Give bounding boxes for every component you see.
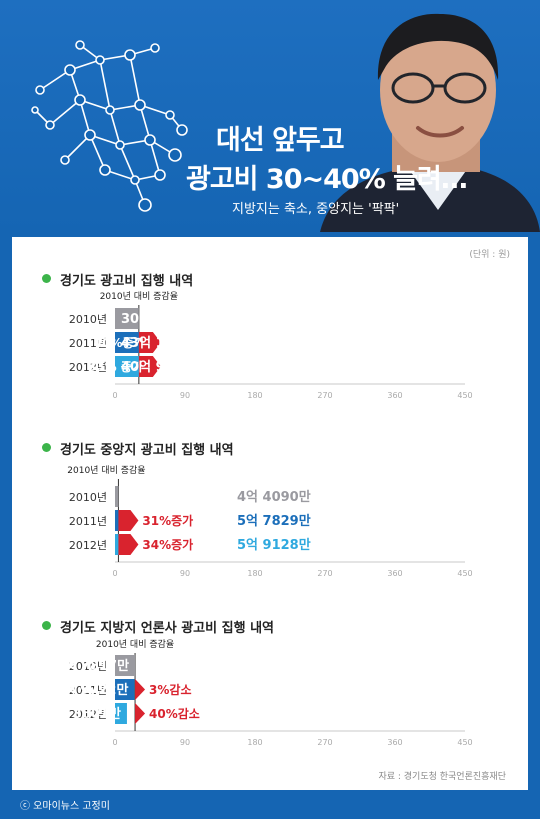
chart2-bar: [115, 510, 120, 531]
charts-panel: (단위 : 원) 경기도 광고비 집행 내역 경기도 중앙지 광고비 집행 내역…: [12, 237, 528, 790]
chart1-category-label: 2010년: [69, 313, 107, 326]
chart1-value-label: 43억 1178만: [121, 335, 204, 351]
chart1-tick-label: 180: [247, 391, 262, 400]
chart2-change-arrow: [118, 510, 139, 531]
chart1-tick-label: 0: [112, 391, 117, 400]
chart3-category-label: 2011년: [69, 684, 107, 697]
chart1-change-label: 33% 증가: [88, 359, 143, 374]
chart3-tick-label: 450: [457, 738, 472, 747]
bullet-dot-icon: [42, 274, 51, 283]
chart2-tick-label: 90: [180, 569, 190, 578]
chart3-tick-label: 270: [317, 738, 332, 747]
chart3-change-arrow: [135, 679, 146, 700]
chart3-category-label: 2012년: [69, 708, 107, 721]
chart1-category-label: 2011년: [69, 337, 107, 350]
chart3-change-label: 3%감소: [149, 682, 191, 697]
chart3-change-header: 2010년 대비 증감율: [96, 638, 174, 650]
chart2-category-label: 2010년: [69, 491, 107, 504]
chart1-bar: [115, 308, 139, 329]
chart1-change-arrow: [138, 332, 161, 353]
chart2-value-label: 5억 7829만: [237, 513, 311, 529]
chart2-category-label: 2012년: [69, 539, 107, 552]
chart3-tick-label: 180: [247, 738, 262, 747]
chart3-bar: [115, 679, 135, 700]
chart3-tick-label: 0: [112, 738, 117, 747]
chart3-value-label: 25억 7817만: [46, 658, 129, 674]
chart3-tick-label: 360: [387, 738, 402, 747]
chart1-change-arrow: [138, 356, 161, 377]
chart1-tick-label: 450: [457, 391, 472, 400]
chart2-change-arrow: [118, 534, 139, 555]
source-credit: 자료 : 경기도청 한국언론진흥재단: [378, 772, 506, 782]
header-banner: 대선 앞두고 광고비 30~40% 늘려… 지방지는 축소, 중앙지는 '팍팍': [0, 0, 540, 232]
headline-line1: 대선 앞두고: [216, 125, 345, 156]
headline-line2: 광고비 30~40% 늘려…: [186, 164, 468, 195]
bar-charts: 0 90 180 270 360 450 2010년 대비 증감율 2010년 30억 6676…: [38, 290, 472, 747]
chart2-value-label: 4억 4090만: [237, 489, 311, 505]
chart3-value-label: 15억 3601만: [38, 706, 121, 722]
chart2-change-header: 2010년 대비 증감율: [67, 464, 145, 476]
chart2-tick-label: 0: [112, 569, 117, 578]
chart1-title: 경기도 광고비 집행 내역: [42, 270, 193, 289]
chart1-change-label: 40%증가: [94, 335, 145, 350]
chart2-change-label: 34%증가: [142, 537, 193, 552]
chart2-tick-label: 270: [317, 569, 332, 578]
chart1-category-label: 2012년: [69, 361, 107, 374]
chart2-bar: [115, 486, 119, 507]
chart3-bar: [115, 655, 136, 676]
chart3-category-label: 2010년: [69, 660, 107, 673]
person-photo: [320, 13, 540, 232]
chart3-change-arrow: [135, 703, 146, 724]
chart3-bar: [115, 703, 127, 724]
chart1-tick-label: 360: [387, 391, 402, 400]
chart1-value-label: 30억 6676만: [121, 311, 204, 327]
chart2-category-label: 2011년: [69, 515, 107, 528]
unit-label: (단위 : 원): [469, 250, 510, 260]
chart2-change-label: 31%증가: [142, 513, 193, 528]
chart1-tick-label: 270: [317, 391, 332, 400]
chart2-tick-label: 360: [387, 569, 402, 578]
bullet-dot-icon: [42, 621, 51, 630]
chart2-tick-label: 180: [247, 569, 262, 578]
chart3-value-label: 24억 9722만: [46, 682, 129, 698]
chart2-title: 경기도 중앙지 광고비 집행 내역: [42, 439, 234, 458]
chart3-tick-label: 90: [180, 738, 190, 747]
bullet-dot-icon: [42, 443, 51, 452]
chart3-title: 경기도 지방지 언론사 광고비 집행 내역: [42, 617, 274, 636]
chart2-tick-label: 450: [457, 569, 472, 578]
chart2-bar: [115, 534, 120, 555]
headline-subtitle: 지방지는 축소, 중앙지는 '팍팍': [232, 202, 400, 217]
chart1-change-header: 2010년 대비 증감율: [100, 290, 178, 302]
network-illustration: [31, 40, 188, 212]
chart2-value-label: 5억 9128만: [237, 537, 311, 553]
chart3-change-label: 40%감소: [149, 706, 200, 721]
chart1-value-label: 40억 9685만: [121, 359, 204, 375]
chart1-tick-label: 90: [180, 391, 190, 400]
copyright-footer: ⓒ 오마이뉴스 고정미: [20, 801, 110, 812]
